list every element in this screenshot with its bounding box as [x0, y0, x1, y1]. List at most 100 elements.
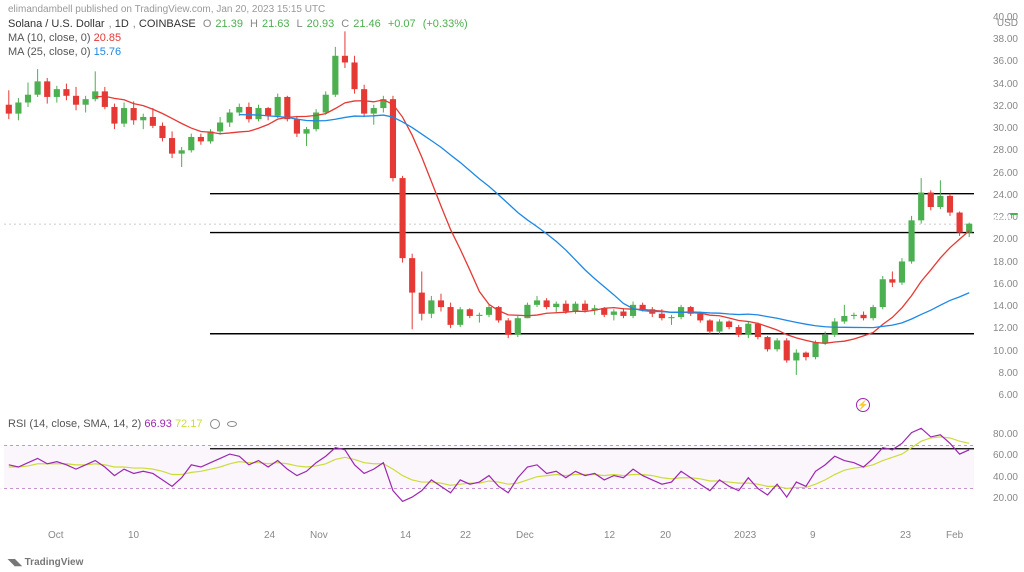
candle[interactable] [323, 95, 329, 113]
candle[interactable] [73, 96, 79, 105]
candle[interactable] [640, 305, 646, 309]
candle[interactable] [409, 258, 415, 292]
candle[interactable] [6, 105, 12, 114]
candle[interactable] [294, 119, 300, 133]
candle[interactable] [889, 279, 895, 282]
candle[interactable] [534, 300, 540, 304]
candle[interactable] [179, 150, 185, 153]
candle[interactable] [371, 108, 377, 114]
candle[interactable] [486, 307, 492, 315]
candle[interactable] [15, 102, 21, 113]
candle[interactable] [275, 97, 281, 116]
candle[interactable] [582, 304, 588, 311]
candle[interactable] [822, 335, 828, 343]
candle[interactable] [793, 353, 799, 361]
candle[interactable] [716, 322, 722, 332]
candle[interactable] [764, 337, 770, 349]
candle[interactable] [92, 91, 98, 99]
candle[interactable] [63, 89, 69, 96]
candle[interactable] [563, 304, 569, 312]
candle[interactable] [630, 305, 636, 316]
rsi-legend[interactable]: RSI (14, close, SMA, 14, 2) 66.93 72.17 [8, 418, 237, 430]
candle[interactable] [505, 320, 511, 334]
candle[interactable] [745, 324, 751, 335]
candle[interactable] [755, 324, 761, 337]
price-tick: 18.00 [993, 257, 1018, 268]
eye-icon[interactable] [227, 421, 237, 427]
candle[interactable] [736, 327, 742, 335]
candle[interactable] [803, 353, 809, 357]
candle[interactable] [131, 108, 137, 120]
tradingview-logo[interactable]: ◥◣ TradingView [8, 557, 83, 568]
candle[interactable] [332, 56, 338, 95]
ma25-line[interactable] [239, 115, 969, 328]
candle[interactable] [880, 279, 886, 307]
candle[interactable] [419, 293, 425, 314]
ma10-line[interactable] [95, 96, 969, 343]
candle[interactable] [342, 56, 348, 63]
gear-icon[interactable] [210, 419, 220, 429]
candle[interactable] [697, 314, 703, 321]
candle[interactable] [54, 89, 60, 97]
candle[interactable] [448, 307, 454, 325]
candle[interactable] [957, 213, 963, 233]
candle[interactable] [102, 91, 108, 107]
candle[interactable] [25, 95, 31, 103]
candle[interactable] [947, 196, 953, 213]
rsi-chart[interactable] [0, 416, 978, 514]
candle[interactable] [572, 304, 578, 312]
candle[interactable] [812, 343, 818, 357]
candle[interactable] [774, 340, 780, 349]
candle[interactable] [909, 220, 915, 261]
candle[interactable] [515, 318, 521, 335]
candle[interactable] [928, 193, 934, 207]
candle[interactable] [707, 320, 713, 331]
candle[interactable] [140, 117, 146, 120]
candle[interactable] [870, 307, 876, 318]
candle[interactable] [668, 317, 674, 318]
candle[interactable] [832, 322, 838, 335]
candle[interactable] [851, 315, 857, 316]
candle[interactable] [428, 300, 434, 313]
candle[interactable] [265, 108, 271, 116]
price-chart[interactable] [0, 18, 978, 398]
candle[interactable] [841, 316, 847, 322]
candle[interactable] [121, 108, 127, 124]
candle[interactable] [544, 300, 550, 307]
candle[interactable] [937, 196, 943, 207]
candle[interactable] [351, 62, 357, 89]
candle[interactable] [620, 312, 626, 316]
candle[interactable] [246, 107, 252, 119]
candle[interactable] [198, 137, 204, 141]
candle[interactable] [553, 304, 559, 307]
candle[interactable] [476, 315, 482, 316]
candle[interactable] [227, 113, 233, 123]
candle[interactable] [284, 97, 290, 119]
candle[interactable] [83, 99, 89, 105]
rsi-panel[interactable]: RSI (14, close, SMA, 14, 2) 66.93 72.17 [0, 416, 978, 514]
candle[interactable] [860, 315, 866, 318]
bolt-icon[interactable]: ⚡ [856, 398, 870, 412]
candle[interactable] [188, 137, 194, 150]
candle[interactable] [467, 309, 473, 316]
candle[interactable] [35, 81, 41, 94]
candle[interactable] [899, 261, 905, 282]
candle[interactable] [303, 129, 309, 133]
candle[interactable] [111, 107, 117, 124]
candle[interactable] [150, 117, 156, 126]
candle[interactable] [611, 312, 617, 315]
candle[interactable] [438, 300, 444, 307]
candle[interactable] [217, 123, 223, 132]
candle[interactable] [784, 340, 790, 360]
candle[interactable] [399, 178, 405, 258]
candle[interactable] [159, 126, 165, 138]
candle[interactable] [255, 108, 261, 119]
candle[interactable] [44, 81, 50, 97]
candle[interactable] [918, 193, 924, 221]
candle[interactable] [457, 309, 463, 325]
candle[interactable] [659, 314, 665, 318]
candle[interactable] [390, 99, 396, 178]
candle[interactable] [169, 138, 175, 154]
candle[interactable] [726, 322, 732, 328]
candle[interactable] [236, 107, 242, 113]
